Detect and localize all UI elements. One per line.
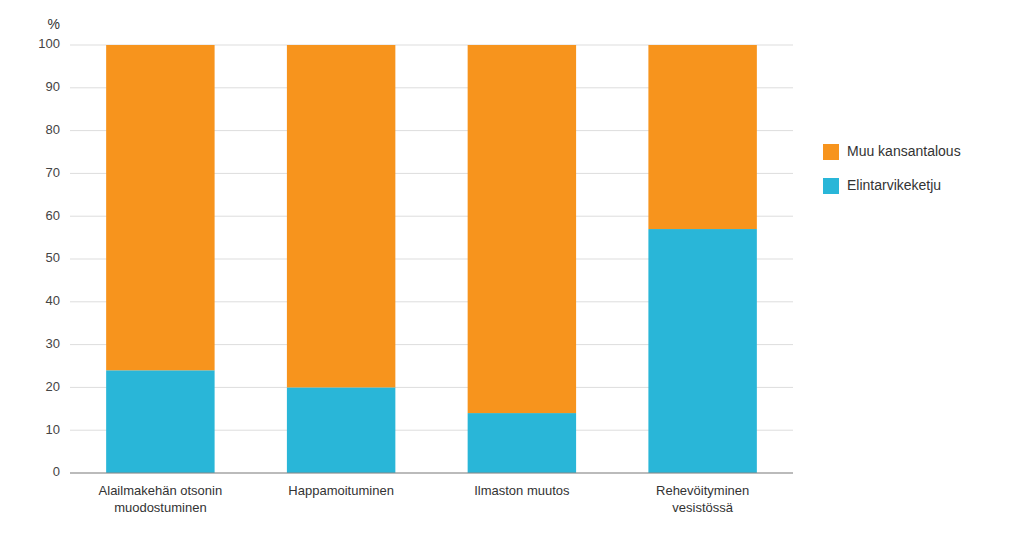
bar <box>287 387 395 473</box>
y-tick-label: 100 <box>38 36 60 51</box>
x-tick-label: Alailmakehän otsonin muodostuminen <box>99 483 223 515</box>
y-tick-label: 30 <box>46 336 60 351</box>
x-tick-label-line: muodostuminen <box>114 500 207 515</box>
x-tick-label-line: Ilmaston muutos <box>474 483 570 498</box>
x-tick-label-line: Happamoituminen <box>288 483 394 498</box>
y-tick-label: 50 <box>46 250 60 265</box>
y-axis-label: % <box>48 16 60 32</box>
y-tick-label: 60 <box>46 208 60 223</box>
chart-svg: 0 10 20 30 40 50 60 70 80 90 100% Alailmakehän otso… <box>0 0 1023 553</box>
x-tick-label-line: Rehevöityminen <box>656 483 749 498</box>
y-tick-label: 0 <box>53 464 60 479</box>
chart-container: 0 10 20 30 40 50 60 70 80 90 100% Alailmakehän otso… <box>0 0 1023 553</box>
bar <box>106 370 214 473</box>
legend-label: Elintarvikeketju <box>847 177 941 193</box>
bar <box>106 45 214 370</box>
bar <box>468 413 576 473</box>
y-tick-label: 40 <box>46 293 60 308</box>
bar <box>648 229 756 473</box>
y-grid <box>70 45 793 473</box>
grid-line <box>70 473 793 474</box>
x-tick-label: Happamoituminen <box>288 483 394 498</box>
x-tick-label-line: Alailmakehän otsonin <box>99 483 223 498</box>
x-axis-line <box>70 473 793 474</box>
bar <box>287 45 395 387</box>
bar <box>468 45 576 413</box>
x-tick-label: Rehevöityminen vesistössä <box>656 483 749 515</box>
legend-swatch <box>823 178 839 194</box>
legend-swatch <box>823 144 839 160</box>
bar <box>648 45 756 229</box>
y-tick-label: 70 <box>46 165 60 180</box>
y-tick-label: 90 <box>46 79 60 94</box>
x-tick-label-line: vesistössä <box>672 500 733 515</box>
legend-label: Muu kansantalous <box>847 143 961 159</box>
y-tick-label: 80 <box>46 122 60 137</box>
x-tick-label: Ilmaston muutos <box>474 483 570 498</box>
legend: Muu kansantalous Elintarvikeketju <box>823 143 961 194</box>
bars <box>106 45 757 473</box>
y-tick-label: 20 <box>46 379 60 394</box>
y-tick-label: 10 <box>46 422 60 437</box>
